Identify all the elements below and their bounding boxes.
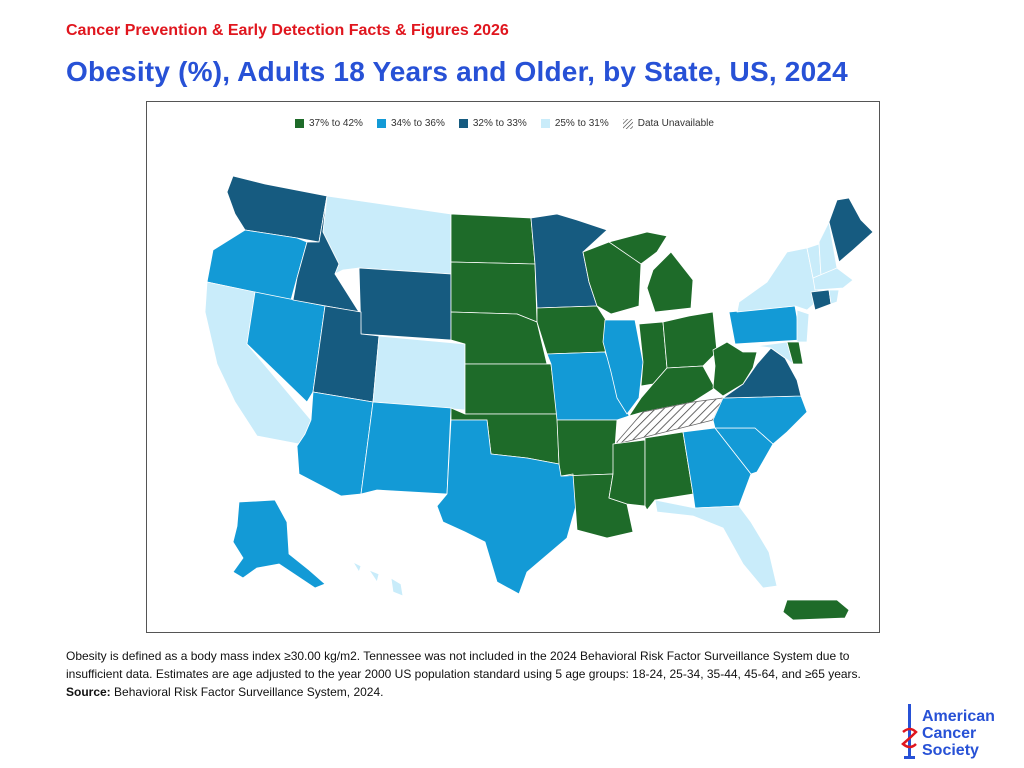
state-wy xyxy=(358,267,452,341)
state-wv xyxy=(712,341,758,397)
definition-note: Obesity is defined as a body mass index … xyxy=(66,649,861,681)
state-mt xyxy=(322,195,452,275)
legend-item-unavailable: Data Unavailable xyxy=(622,118,714,129)
state-md xyxy=(756,341,794,365)
state-il xyxy=(602,319,644,415)
source-note: Source: Behavioral Risk Factor Surveilla… xyxy=(66,683,876,701)
legend-label: Data Unavailable xyxy=(637,118,714,129)
legend-label: 25% to 31% xyxy=(554,118,609,129)
state-nd xyxy=(450,213,536,265)
legend-swatch-dark-green xyxy=(295,119,304,128)
state-mi xyxy=(608,231,694,313)
legend-item-25-31: 25% to 31% xyxy=(540,118,609,129)
state-tx xyxy=(436,419,578,595)
state-ms xyxy=(608,439,646,507)
state-az xyxy=(296,391,374,497)
state-nj xyxy=(796,309,810,343)
state-me xyxy=(828,197,874,263)
acs-logo-wordmark: American Cancer Society xyxy=(922,708,995,759)
state-ma xyxy=(812,267,854,291)
state-fl xyxy=(654,499,778,589)
legend-label: 32% to 33% xyxy=(472,118,527,129)
state-co xyxy=(372,335,466,411)
state-ia xyxy=(536,305,612,355)
logo-line-american: American xyxy=(922,708,995,725)
state-de xyxy=(786,341,804,365)
legend-item-34-36: 34% to 36% xyxy=(376,118,445,129)
legend-swatch-navy xyxy=(458,119,468,128)
legend-label: 34% to 36% xyxy=(390,118,445,129)
map-legend: 37% to 42% 34% to 36% 32% to 33% 25% to … xyxy=(295,118,714,129)
logo-line-society: Society xyxy=(922,742,979,759)
state-oh xyxy=(662,311,718,369)
legend-item-37-42: 37% to 42% xyxy=(295,118,363,129)
report-kicker: Cancer Prevention & Early Detection Fact… xyxy=(66,22,509,39)
legend-swatch-blue xyxy=(376,119,386,128)
logo-line-cancer: Cancer xyxy=(922,725,977,742)
legend-item-32-33: 32% to 33% xyxy=(458,118,527,129)
state-nm xyxy=(360,401,452,495)
state-ri xyxy=(828,289,840,305)
state-pr xyxy=(782,599,850,621)
acs-sword-icon xyxy=(901,704,918,759)
state-ny xyxy=(736,247,822,313)
state-ks xyxy=(464,363,558,415)
state-hi xyxy=(352,561,404,597)
legend-swatch-light-blue xyxy=(540,119,550,128)
state-ar xyxy=(556,419,618,477)
page-title: Obesity (%), Adults 18 Years and Older, … xyxy=(66,56,848,87)
state-ak xyxy=(232,499,326,589)
source-label: Source: xyxy=(66,685,111,699)
legend-label: 37% to 42% xyxy=(309,118,363,129)
us-choropleth-map xyxy=(204,175,874,621)
footnotes: Obesity is defined as a body mass index … xyxy=(66,647,876,701)
map-frame: 37% to 42% 34% to 36% 32% to 33% 25% to … xyxy=(146,101,880,633)
state-ct xyxy=(810,289,832,311)
legend-swatch-hatched xyxy=(622,118,633,129)
state-or xyxy=(206,229,308,301)
source-text: Behavioral Risk Factor Surveillance Syst… xyxy=(110,685,384,699)
